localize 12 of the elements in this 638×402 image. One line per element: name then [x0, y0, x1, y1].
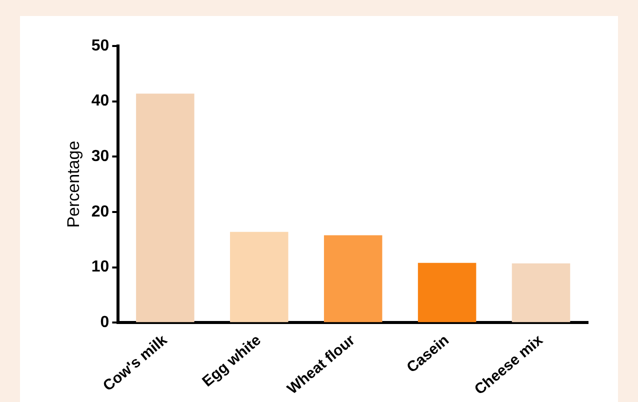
bar	[230, 232, 288, 322]
bar	[324, 235, 382, 322]
y-tick-label: 30	[91, 148, 110, 166]
y-tick-label: 40	[91, 92, 110, 110]
y-tick-label: 0	[100, 314, 110, 332]
y-axis-title: Percentage	[64, 140, 83, 228]
bar	[136, 94, 194, 322]
y-tick-label: 10	[91, 258, 110, 276]
bar	[418, 262, 476, 322]
bar	[512, 263, 570, 322]
y-tick-label: 50	[91, 37, 110, 54]
y-tick-label: 20	[91, 203, 110, 220]
